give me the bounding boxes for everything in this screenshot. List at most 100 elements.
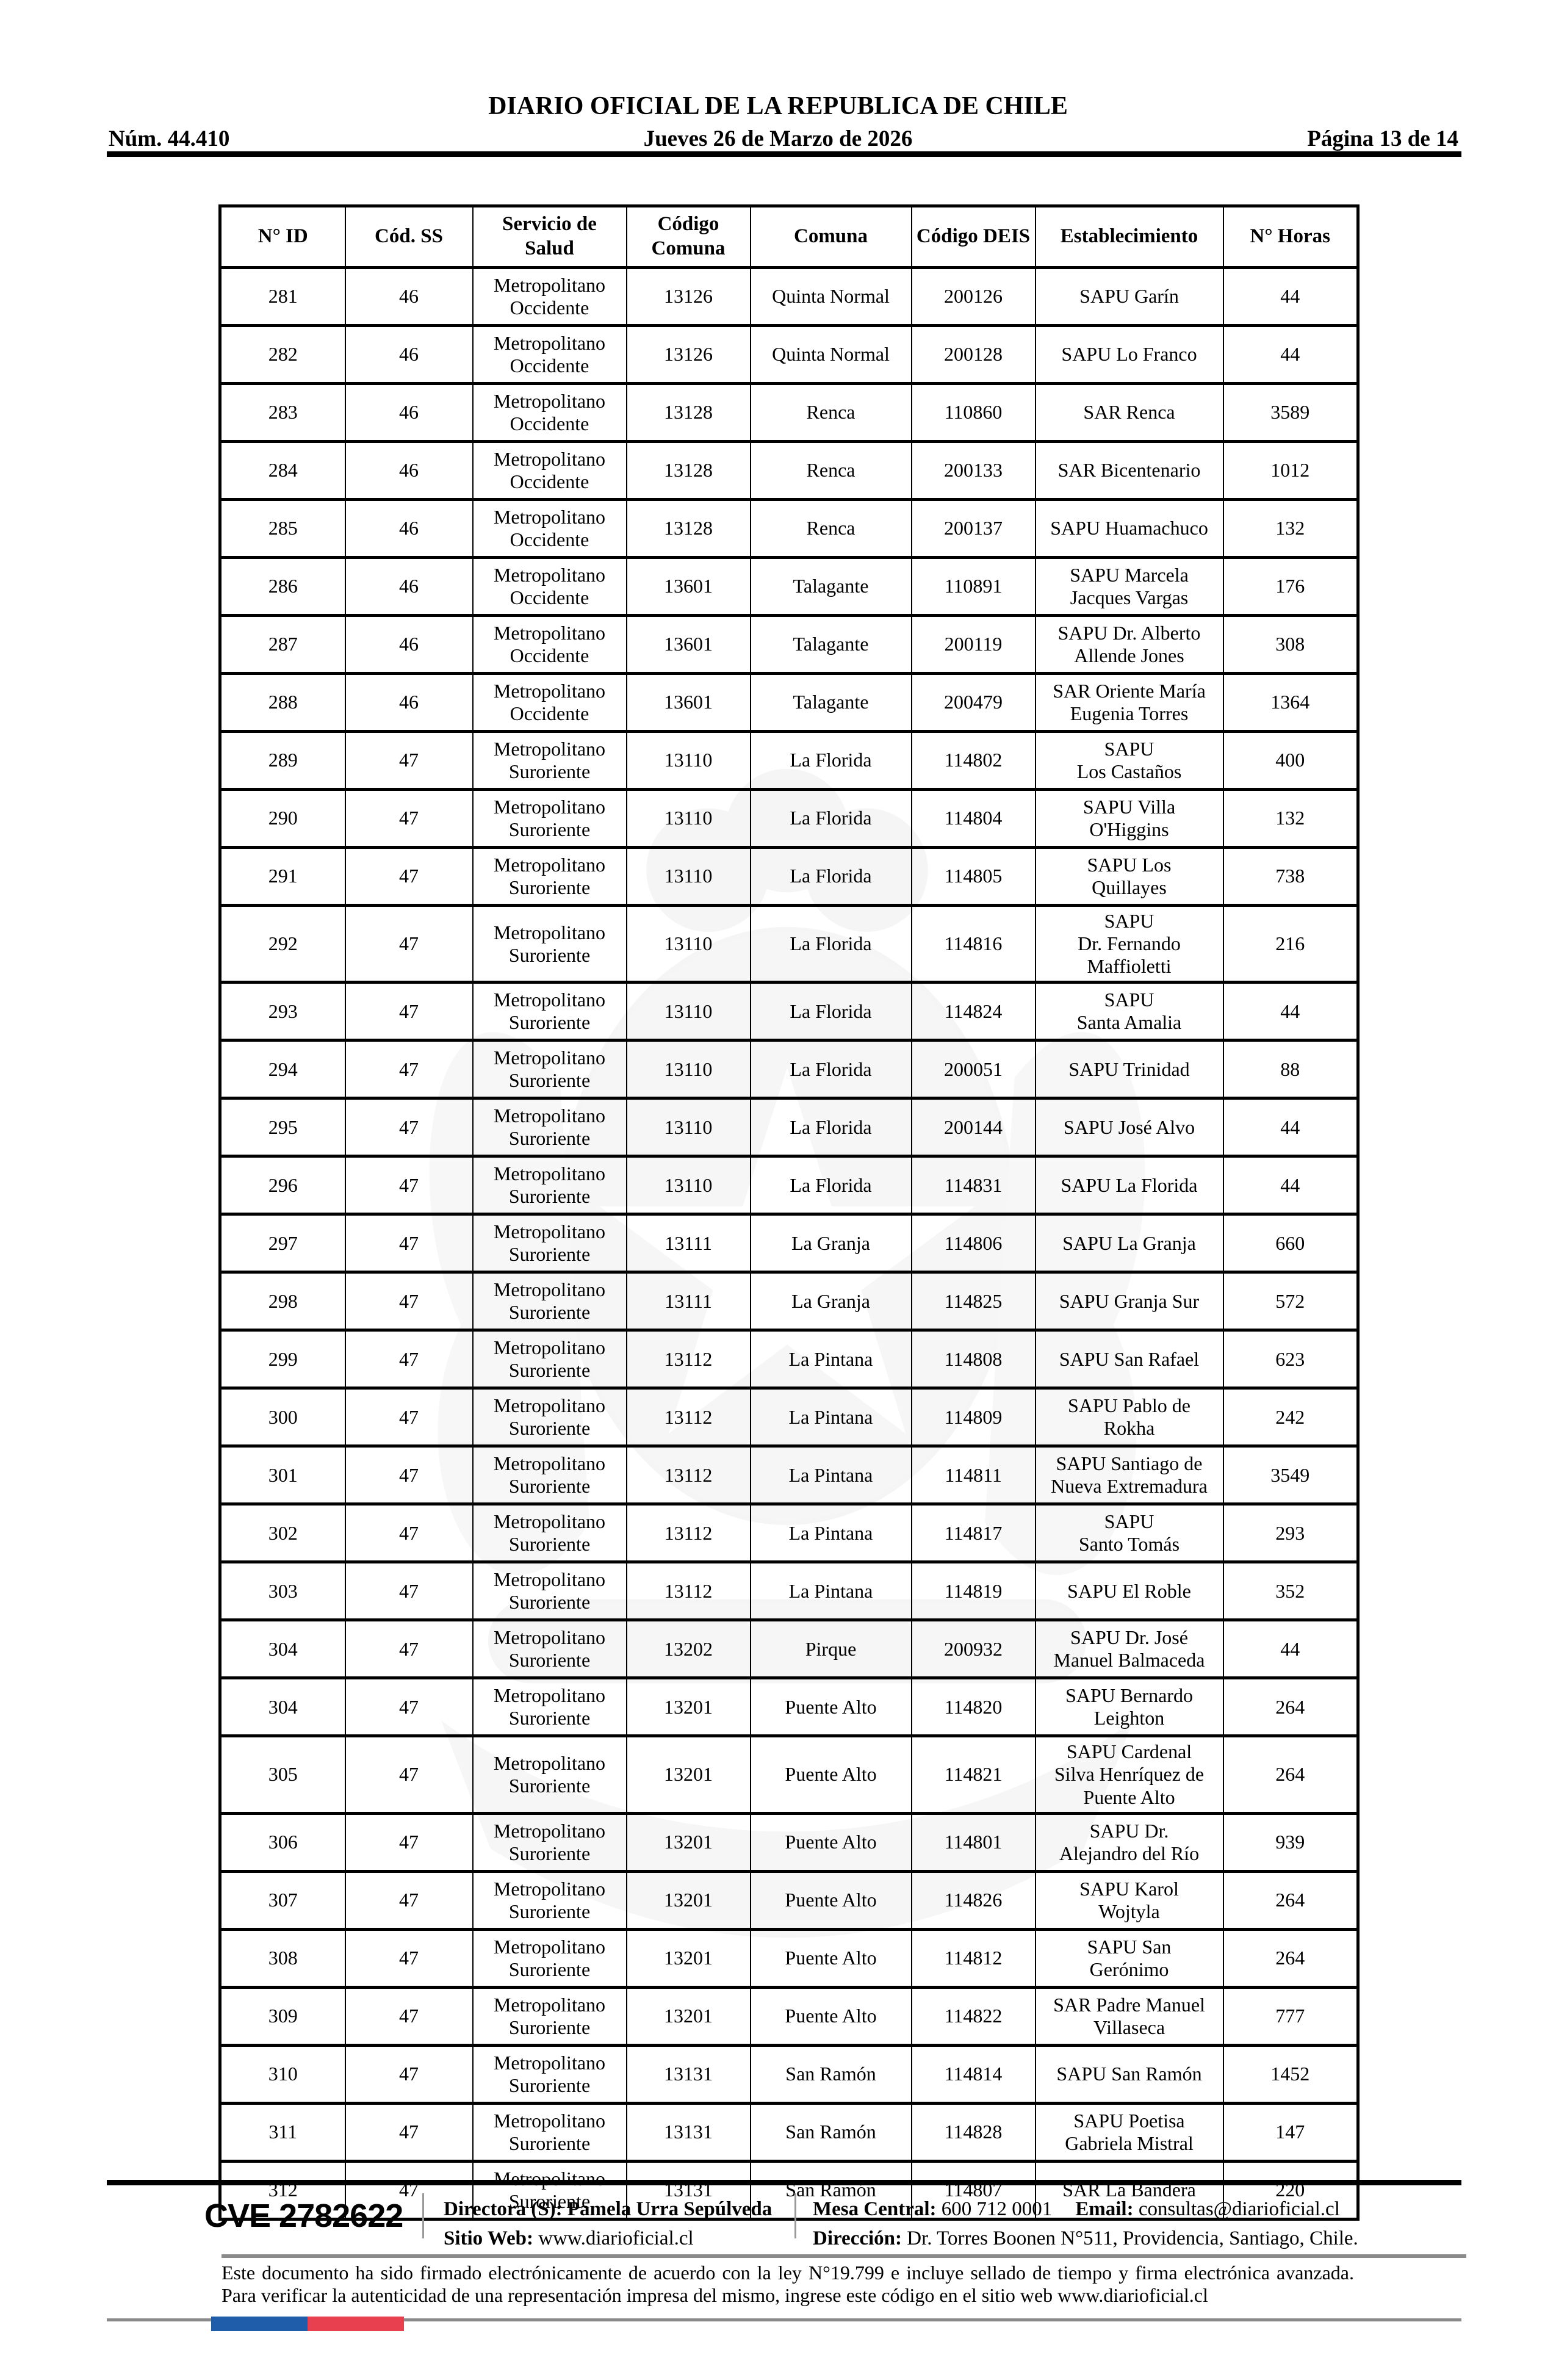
cell-cod-ss: 46 [344, 324, 474, 385]
cell-comuna: La Florida [749, 1155, 912, 1216]
cell-cod-ss: 47 [344, 903, 474, 984]
cell-codigo-deis: 200932 [910, 1618, 1036, 1680]
cell-comuna: Puente Alto [749, 1734, 912, 1815]
cell-establecimiento: SAPU Garín [1034, 266, 1224, 327]
cell-servicio: Metropolitano Suroriente [472, 1811, 627, 1873]
cell-codigo-deis: 114825 [910, 1271, 1036, 1332]
sitio-label: Sitio Web: [444, 2227, 534, 2249]
cell-codigo-deis: 114808 [910, 1329, 1036, 1390]
cell-servicio: Metropolitano Occidente [472, 382, 627, 443]
cell-codigo-deis: 114809 [910, 1387, 1036, 1448]
table-row: 302 47 Metropolitano Suroriente 13112 La Pin… [219, 1502, 1359, 1564]
cell-cod-ss: 47 [344, 1618, 474, 1680]
table-row: 300 47 Metropolitano Suroriente 13112 La Pin… [219, 1387, 1359, 1448]
table-row: 285 46 Metropolitano Occidente 13128 Renca 20… [219, 498, 1359, 559]
cell-comuna: La Pintana [749, 1560, 912, 1622]
cell-id: 290 [219, 788, 346, 849]
cell-horas: 1012 [1222, 440, 1359, 501]
cell-codigo-deis: 114805 [910, 846, 1036, 907]
bottom-rule [107, 2318, 1461, 2321]
cell-cod-ss: 47 [344, 1560, 474, 1622]
cell-horas: 264 [1222, 1927, 1359, 1989]
cell-cod-ss: 47 [344, 1502, 474, 1564]
note-top-rule [222, 2254, 1466, 2258]
establishments-table: N° ID Cód. SS Servicio de Salud Código C… [218, 204, 1360, 2221]
cell-id: 303 [219, 1560, 346, 1622]
cell-cod-ss: 46 [344, 266, 474, 327]
footer-divider-2 [794, 2193, 796, 2238]
cell-codigo-deis: 200128 [910, 324, 1036, 385]
table-row: 295 47 Metropolitano Suroriente 13110 La Flo… [219, 1097, 1359, 1158]
cell-codigo-deis: 114820 [910, 1676, 1036, 1738]
cell-codigo-comuna: 13131 [625, 2101, 751, 2163]
table-row: 289 47 Metropolitano Suroriente 13110 La Flo… [219, 730, 1359, 791]
cell-cod-ss: 47 [344, 1811, 474, 1873]
cell-codigo-comuna: 13131 [625, 2043, 751, 2105]
cell-cod-ss: 47 [344, 1155, 474, 1216]
cell-codigo-deis: 114802 [910, 730, 1036, 791]
cell-id: 308 [219, 1927, 346, 1989]
cell-id: 296 [219, 1155, 346, 1216]
cell-codigo-deis: 114821 [910, 1734, 1036, 1815]
cell-horas: 242 [1222, 1387, 1359, 1448]
cell-establecimiento: SAPU San Ramón [1034, 2043, 1224, 2105]
table-header-row: N° ID Cód. SS Servicio de Salud Código C… [219, 204, 1359, 269]
col-header-comuna: Comuna [749, 204, 912, 269]
issue-number: Núm. 44.410 [109, 126, 230, 151]
cell-horas: 352 [1222, 1560, 1359, 1622]
cell-codigo-comuna: 13110 [625, 1155, 751, 1216]
cell-codigo-comuna: 13110 [625, 1097, 751, 1158]
table-row: 296 47 Metropolitano Suroriente 13110 La Flo… [219, 1155, 1359, 1216]
cell-horas: 216 [1222, 903, 1359, 984]
cell-codigo-comuna: 13110 [625, 788, 751, 849]
cell-cod-ss: 47 [344, 1869, 474, 1931]
cell-horas: 264 [1222, 1676, 1359, 1738]
cell-establecimiento: SAPU Villa O'Higgins [1034, 788, 1224, 849]
cell-establecimiento: SAPU Poetisa Gabriela Mistral [1034, 2101, 1224, 2163]
cell-codigo-deis: 114804 [910, 788, 1036, 849]
cell-comuna: La Pintana [749, 1387, 912, 1448]
direccion-value: Dr. Torres Boonen N°511, Providencia, Sa… [907, 2227, 1358, 2249]
cell-comuna: San Ramón [749, 2043, 912, 2105]
table-row: 304 47 Metropolitano Suroriente 13202 Pirque… [219, 1618, 1359, 1680]
cell-horas: 308 [1222, 614, 1359, 675]
table-row: 291 47 Metropolitano Suroriente 13110 La Flo… [219, 846, 1359, 907]
cell-comuna: San Ramón [749, 2159, 912, 2221]
col-header-id: N° ID [219, 204, 346, 269]
cell-horas: 132 [1222, 788, 1359, 849]
cell-establecimiento: SAPU San Rafael [1034, 1329, 1224, 1390]
cell-horas: 293 [1222, 1502, 1359, 1564]
cell-id: 281 [219, 266, 346, 327]
cell-horas: 660 [1222, 1213, 1359, 1274]
cell-establecimiento: SAPU El Roble [1034, 1560, 1224, 1622]
cell-establecimiento: SAPU Dr. Alberto Allende Jones [1034, 614, 1224, 675]
cell-servicio: Metropolitano Suroriente [472, 788, 627, 849]
issue-date: Jueves 26 de Marzo de 2026 [643, 126, 913, 151]
cell-cod-ss: 47 [344, 1387, 474, 1448]
cell-codigo-comuna: 13110 [625, 730, 751, 791]
cell-codigo-comuna: 13112 [625, 1387, 751, 1448]
cell-cod-ss: 47 [344, 1039, 474, 1100]
cell-servicio: Metropolitano Suroriente [472, 1927, 627, 1989]
cell-establecimiento: SAPU Bernardo Leighton [1034, 1676, 1224, 1738]
cell-establecimiento: SAPU Los Quillayes [1034, 846, 1224, 907]
cell-servicio: Metropolitano Suroriente [472, 1329, 627, 1390]
cell-codigo-deis: 200051 [910, 1039, 1036, 1100]
cell-cod-ss: 46 [344, 556, 474, 617]
cell-id: 312 [219, 2159, 346, 2221]
cell-establecimiento: SAPU Karol Wojtyla [1034, 1869, 1224, 1931]
cell-codigo-comuna: 13111 [625, 1213, 751, 1274]
cell-codigo-deis: 114828 [910, 2101, 1036, 2163]
table-row: 305 47 Metropolitano Suroriente 13201 Puente… [219, 1734, 1359, 1815]
cell-comuna: La Florida [749, 846, 912, 907]
cell-id: 298 [219, 1271, 346, 1332]
cell-establecimiento: SAR Oriente María Eugenia Torres [1034, 672, 1224, 733]
cell-cod-ss: 47 [344, 1734, 474, 1815]
cell-codigo-comuna: 13110 [625, 981, 751, 1042]
flag-red [308, 2317, 404, 2331]
directora-label: Directora (S): [444, 2198, 563, 2220]
cell-cod-ss: 47 [344, 2101, 474, 2163]
cell-id: 289 [219, 730, 346, 791]
cell-comuna: Puente Alto [749, 1927, 912, 1989]
mesa-value: 600 712 0001 [941, 2198, 1053, 2220]
